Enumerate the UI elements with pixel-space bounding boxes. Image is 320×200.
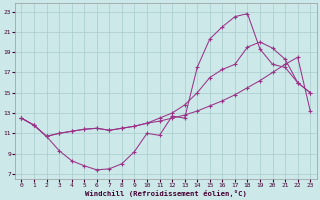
X-axis label: Windchill (Refroidissement éolien,°C): Windchill (Refroidissement éolien,°C) bbox=[85, 190, 247, 197]
